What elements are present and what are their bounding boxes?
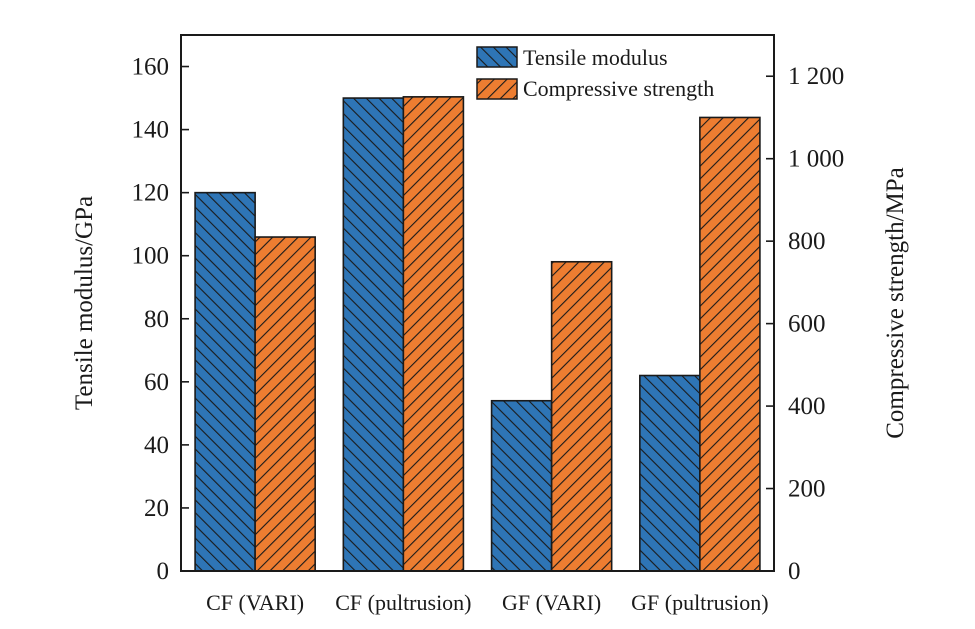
right-tick-label-200: 200 [788, 476, 826, 503]
bar-tensile-modulus-cf-vari [194, 191, 256, 572]
bar-tensile-modulus-cf-pultrusion [342, 97, 405, 572]
legend-label-compressive-strength: Compressive strength [523, 76, 714, 101]
legend-swatch-tensile-modulus [476, 46, 518, 68]
right-tick-label-1200: 1 200 [788, 63, 844, 90]
category-label-cf-pultrusion: CF (pultrusion) [335, 590, 471, 615]
right-tick-label-800: 800 [788, 228, 826, 255]
bar-tensile-modulus-gf-vari [490, 399, 553, 572]
legend-swatch-compressive-strength [476, 78, 518, 100]
bar-tensile-modulus-gf-pultrusion [639, 374, 701, 572]
bar-compressive-strength-gf-vari [550, 260, 613, 572]
legend-label-tensile-modulus: Tensile modulus [523, 45, 668, 70]
right-axis-title: Compressive strength/MPa [882, 167, 909, 439]
legend: Tensile modulus Compressive strength [476, 45, 714, 101]
plot-frame [180, 34, 775, 572]
category-label-cf-vari: CF (VARI) [206, 590, 304, 615]
left-axis-title: Tensile modulus/GPa [71, 196, 98, 410]
left-tick-label-100: 100 [132, 243, 170, 270]
left-tick-label-140: 140 [132, 117, 170, 144]
bar-compressive-strength-cf-vari [254, 236, 316, 572]
left-tick-label-40: 40 [144, 432, 169, 459]
category-label-gf-vari: GF (VARI) [502, 590, 601, 615]
left-axis-ticks: 0 20 40 60 80 100 120 140 160 [132, 54, 189, 585]
bars-group [194, 96, 761, 572]
category-label-gf-pultrusion: GF (pultrusion) [631, 590, 769, 615]
bar-compressive-strength-gf-pultrusion [699, 116, 761, 572]
bar-compressive-strength-cf-pultrusion [402, 96, 465, 572]
right-tick-label-600: 600 [788, 311, 826, 338]
left-tick-label-80: 80 [144, 306, 169, 333]
left-tick-label-160: 160 [132, 54, 170, 81]
right-tick-label-1000: 1 000 [788, 146, 844, 173]
category-labels: CF (VARI) CF (pultrusion) GF (VARI) GF (pul… [206, 590, 769, 615]
right-tick-label-400: 400 [788, 393, 826, 420]
left-tick-label-60: 60 [144, 369, 169, 396]
left-tick-label-0: 0 [157, 558, 170, 585]
right-tick-label-0: 0 [788, 558, 801, 585]
left-tick-label-20: 20 [144, 495, 169, 522]
left-tick-label-120: 120 [132, 180, 170, 207]
right-axis-ticks: 0 200 400 600 800 1 000 1 200 [766, 63, 844, 585]
